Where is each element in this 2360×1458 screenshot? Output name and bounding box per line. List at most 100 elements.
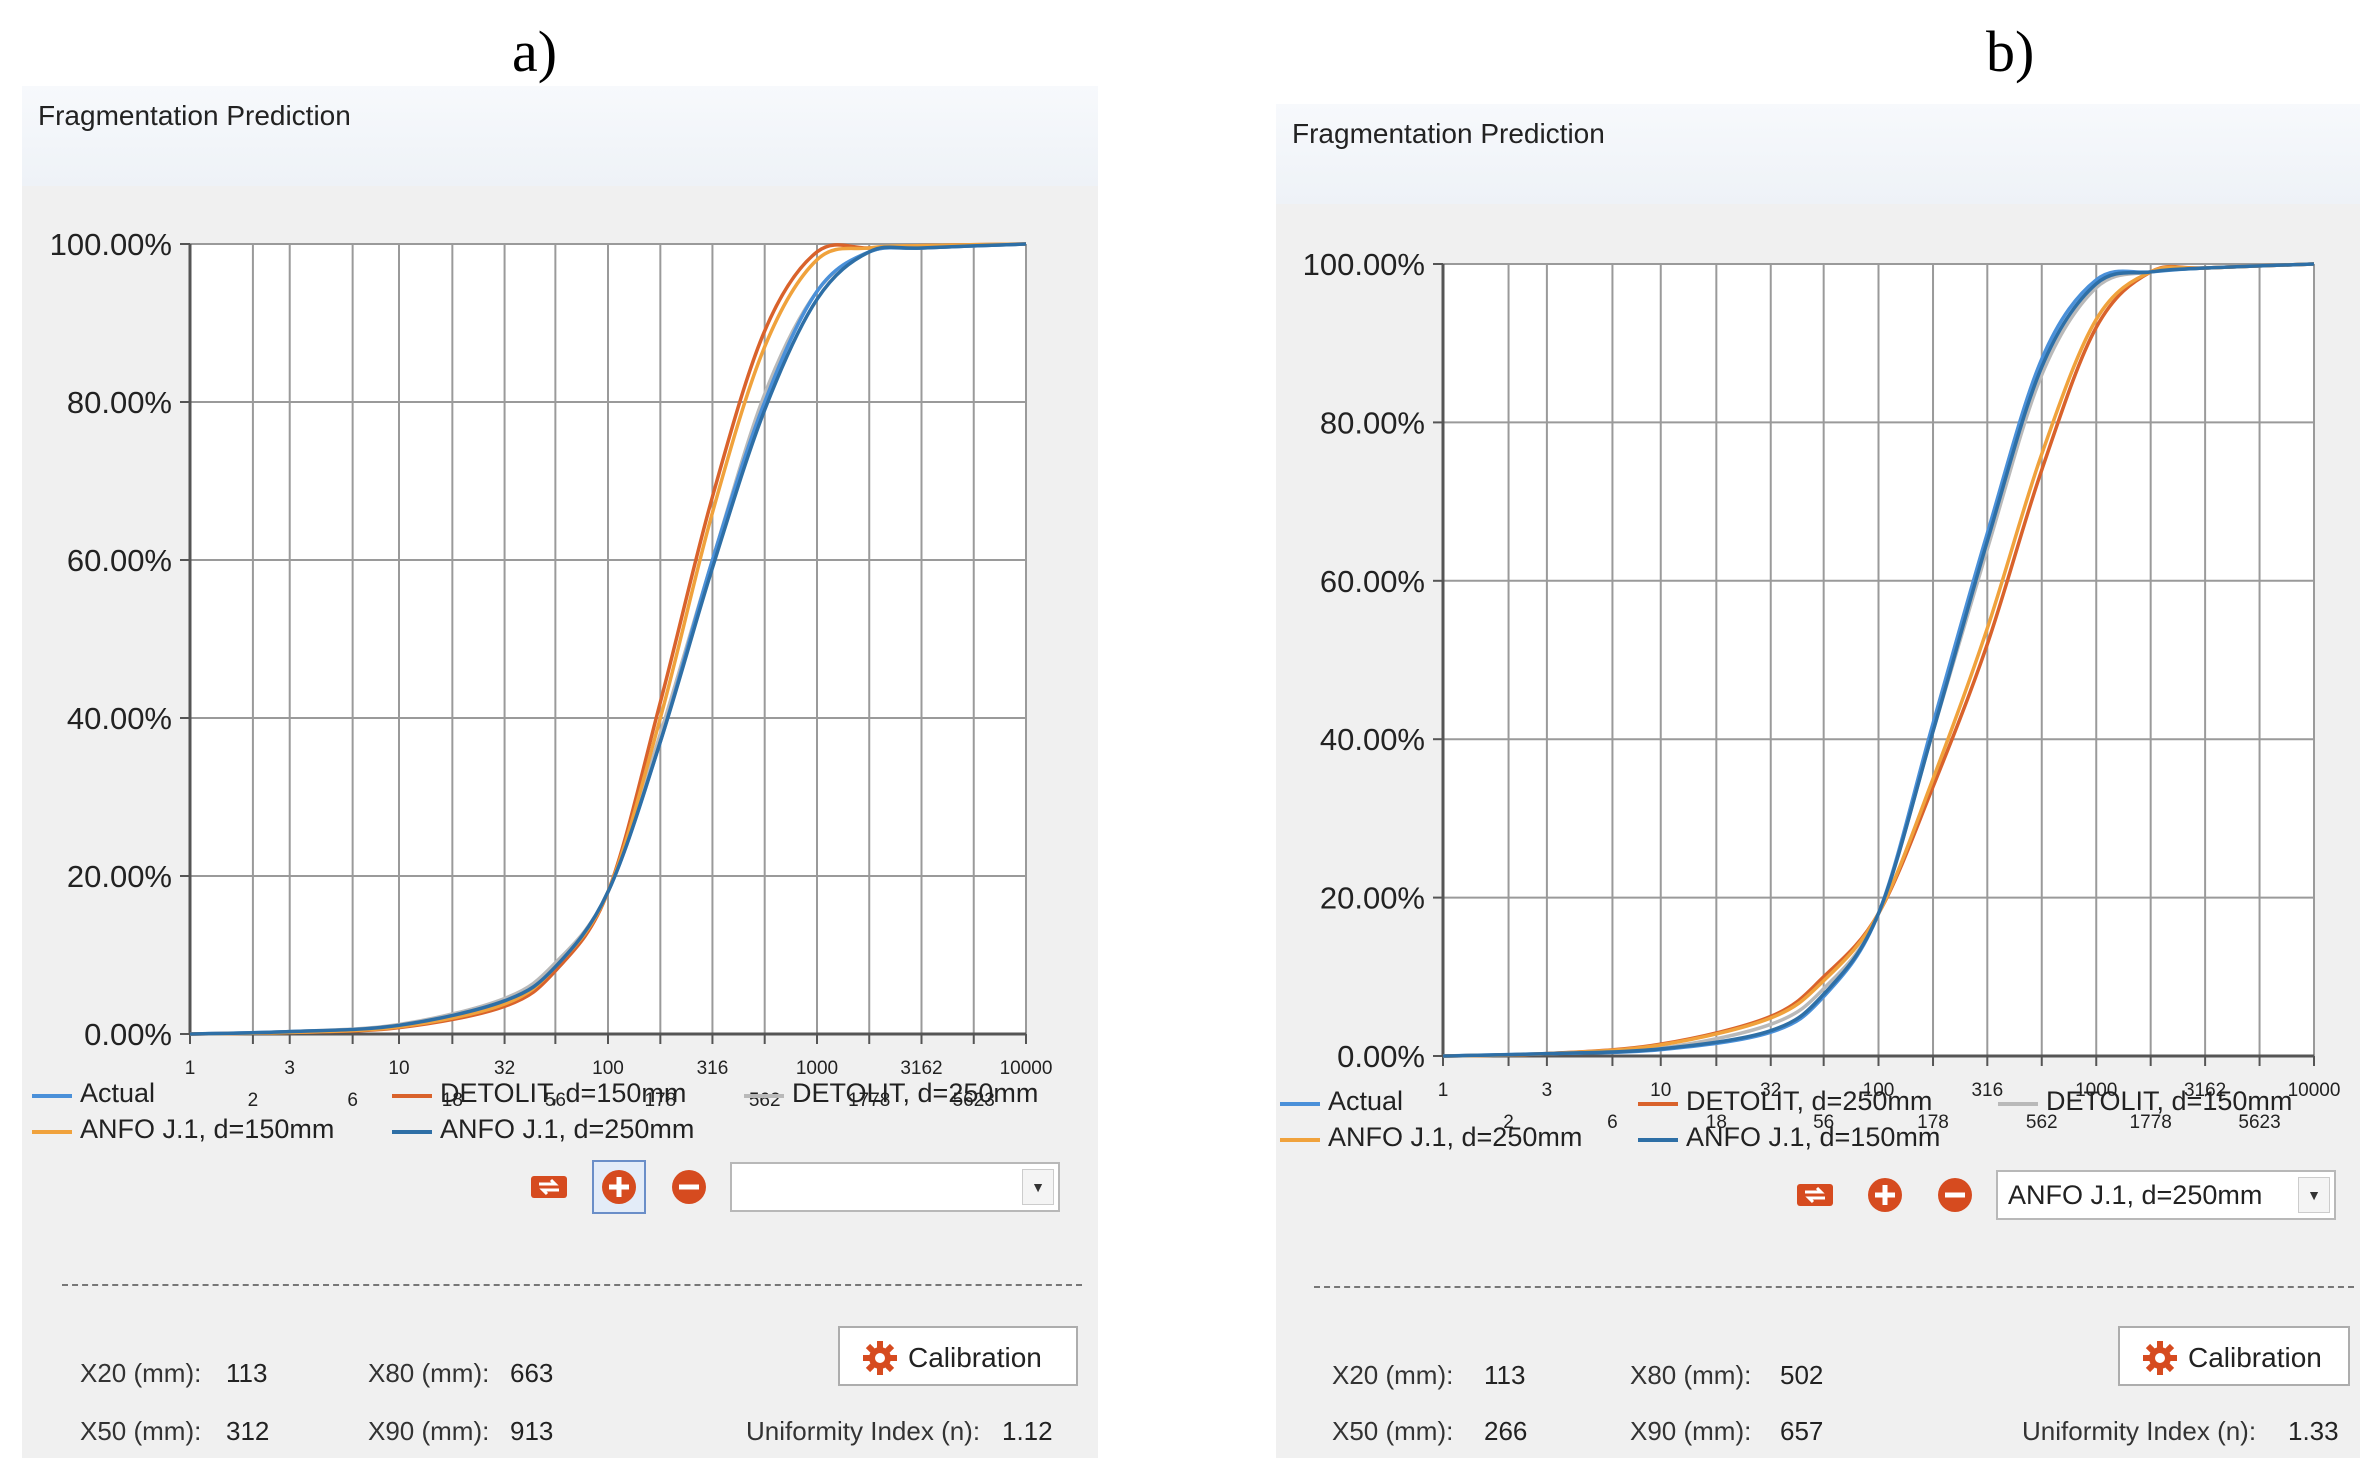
add-icon [602, 1170, 636, 1204]
y-tick-label: 0.00% [84, 1017, 172, 1052]
add-button[interactable] [592, 1160, 646, 1214]
x-tick-label: 6 [1607, 1112, 1618, 1133]
legend-swatch [392, 1094, 432, 1098]
panel-title: Fragmentation Prediction [38, 100, 351, 131]
y-tick-label: 100.00% [1303, 247, 1425, 282]
uniformity-value: 1.12 [1002, 1416, 1053, 1446]
legend-swatch [744, 1094, 784, 1098]
x-tick-label: 56 [545, 1090, 566, 1111]
legend-swatch [1280, 1102, 1320, 1106]
series-select[interactable]: ANFO J.1, d=250mm ▼ [1996, 1170, 2336, 1220]
x-tick-label: 3162 [2184, 1080, 2226, 1101]
y-tick-label: 60.00% [1320, 564, 1425, 599]
x-tick-label: 10 [388, 1058, 409, 1079]
panel-header: Fragmentation Prediction [22, 86, 1098, 186]
calibration-label: Calibration [2188, 1342, 2322, 1373]
remove-button[interactable] [662, 1160, 716, 1214]
x-tick-label: 5623 [2238, 1112, 2280, 1133]
separator [62, 1284, 1082, 1286]
series-select[interactable]: ▼ [730, 1162, 1060, 1212]
fragmentation-chart: 1236101832561001783165621000177831625623… [50, 227, 1053, 1111]
series-select-value: ANFO J.1, d=250mm [2008, 1180, 2263, 1210]
legend-label: DETOLIT, d=150mm [440, 1078, 687, 1108]
panel-header: Fragmentation Prediction [1276, 104, 2360, 204]
x-tick-label: 1 [1438, 1080, 1449, 1101]
x-tick-label: 100 [1863, 1080, 1895, 1101]
calibration-label: Calibration [908, 1342, 1042, 1373]
x-tick-label: 18 [1706, 1112, 1727, 1133]
x80-value: 502 [1780, 1360, 1824, 1390]
panel-b: Fragmentation Prediction 1 2 3 6 10 18 32 56 100… [1276, 104, 2360, 1458]
legend-label: ANFO J.1, d=250mm [440, 1114, 695, 1144]
y-tick-label: 20.00% [1320, 881, 1425, 916]
x-tick-label: 2 [1503, 1112, 1514, 1133]
chevron-down-icon[interactable]: ▼ [2298, 1177, 2330, 1213]
caption-a: a) [512, 19, 558, 84]
x-tick-label: 3 [1542, 1080, 1553, 1101]
calibration-button[interactable]: Calibration [838, 1326, 1078, 1386]
legend: Actual DETOLIT, d=150mm DETOLIT, d=250mm… [32, 1078, 1092, 1158]
x-tick-label: 5623 [953, 1090, 995, 1111]
x90-value: 657 [1780, 1416, 1824, 1446]
y-tick-label: 80.00% [67, 385, 172, 420]
legend-label: ANFO J.1, d=150mm [80, 1114, 335, 1144]
refresh-button[interactable] [522, 1160, 576, 1214]
legend-swatch [1638, 1138, 1678, 1142]
chart-toolbar: ▼ [522, 1160, 1092, 1214]
chevron-down-icon[interactable]: ▼ [1022, 1169, 1054, 1205]
legend-swatch [1998, 1102, 2038, 1106]
x50-label: X50 (mm): [80, 1416, 202, 1446]
y-tick-label: 100.00% [50, 227, 172, 262]
remove-button[interactable] [1928, 1168, 1982, 1222]
refresh-button[interactable] [1788, 1168, 1842, 1222]
refresh-icon [1797, 1184, 1833, 1206]
x-tick-label: 32 [1760, 1080, 1781, 1101]
legend-label: ANFO J.1, d=250mm [1328, 1122, 1583, 1152]
legend: Actual DETOLIT, d=250mm DETOLIT, d=150mm… [1280, 1086, 2356, 1166]
x-tick-label: 1 [185, 1058, 196, 1079]
x-tick-label: 178 [644, 1090, 676, 1111]
x20-value: 113 [226, 1358, 268, 1388]
gear-icon [863, 1341, 897, 1375]
x20-value: 113 [1484, 1360, 1526, 1390]
x50-value: 312 [226, 1416, 270, 1446]
x-tick-label: 10000 [1000, 1058, 1053, 1079]
x-tick-label: 6 [347, 1090, 358, 1111]
uniformity-label: Uniformity Index (n): [2022, 1416, 2257, 1446]
x20-label: X20 (mm): [80, 1358, 202, 1388]
y-tick-label: 60.00% [67, 543, 172, 578]
x50-label: X50 (mm): [1332, 1416, 1454, 1446]
calibration-button[interactable]: Calibration [2118, 1326, 2350, 1386]
x90-label: X90 (mm): [1630, 1416, 1752, 1446]
legend-label: Actual [80, 1078, 156, 1108]
legend-swatch [32, 1130, 72, 1134]
x-tick-label: 32 [494, 1058, 515, 1079]
x-tick-label: 2 [248, 1090, 259, 1111]
panel-title: Fragmentation Prediction [1292, 118, 1605, 149]
y-tick-label: 20.00% [67, 859, 172, 894]
legend-label: DETOLIT, d=250mm [1686, 1086, 1933, 1116]
legend-swatch [1280, 1138, 1320, 1142]
add-button[interactable] [1858, 1168, 1912, 1222]
caption-b: b) [1986, 19, 2035, 84]
x80-value: 663 [510, 1358, 554, 1388]
x-tick-label: 3 [284, 1058, 295, 1079]
series-line-anfo-j-1-d-250mm [189, 242, 1027, 1036]
fragmentation-chart: 1236101832561001783165621000177831625623… [1303, 247, 2341, 1133]
remove-icon [1938, 1178, 1972, 1212]
x-tick-label: 3162 [900, 1058, 942, 1079]
series-line-anfo-j-1-d-150mm [1442, 262, 2315, 1058]
add-icon [1868, 1178, 1902, 1212]
legend-swatch [392, 1130, 432, 1134]
x-tick-label: 10 [1650, 1080, 1671, 1101]
y-tick-label: 80.00% [1320, 405, 1425, 440]
x80-label: X80 (mm): [1630, 1360, 1752, 1390]
x-tick-label: 178 [1917, 1112, 1949, 1133]
x-tick-label: 1000 [796, 1058, 838, 1079]
y-tick-label: 40.00% [1320, 722, 1425, 757]
x-tick-label: 18 [442, 1090, 463, 1111]
x-tick-label: 1000 [2075, 1080, 2117, 1101]
x50-value: 266 [1484, 1416, 1528, 1446]
x-tick-label: 56 [1813, 1112, 1834, 1133]
y-tick-label: 40.00% [67, 701, 172, 736]
